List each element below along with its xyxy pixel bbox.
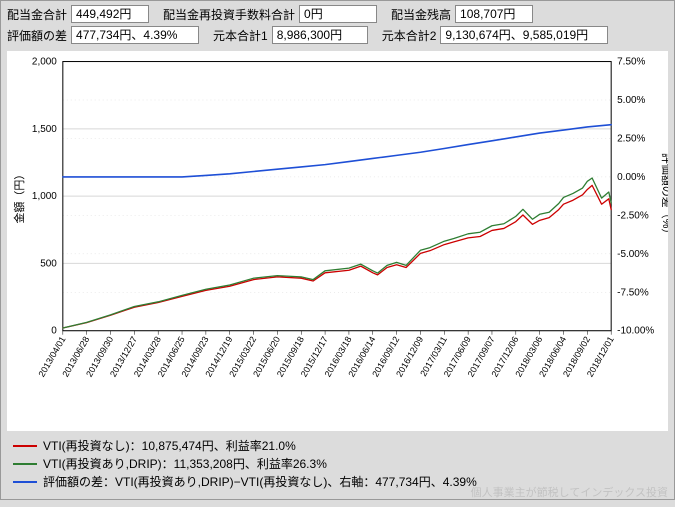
legend-text: VTI(再投資あり,DRIP)：11,353,208円、利益率26.3% — [43, 455, 327, 473]
field-value: 9,130,674円、9,585,019円 — [440, 26, 608, 44]
svg-text:0.00%: 0.00% — [617, 172, 645, 183]
field-value: 0円 — [299, 5, 377, 23]
svg-text:2.50%: 2.50% — [617, 133, 645, 144]
legend: VTI(再投資なし)：10,875,474円、利益率21.0%VTI(再投資あり… — [1, 433, 674, 499]
svg-text:金額（円）: 金額（円） — [12, 169, 26, 224]
svg-text:-5.00%: -5.00% — [617, 249, 649, 260]
svg-text:-7.50%: -7.50% — [617, 287, 649, 298]
svg-text:-10.00%: -10.00% — [617, 326, 654, 337]
legend-swatch — [13, 481, 37, 483]
header-row-2: 評価額の差477,734円、4.39% 元本合計18,986,300円元本合計29… — [7, 26, 668, 44]
svg-text:2,000: 2,000 — [32, 57, 57, 68]
svg-text:0: 0 — [51, 326, 57, 337]
field-value: 108,707円 — [455, 5, 533, 23]
legend-swatch — [13, 445, 37, 447]
svg-text:-2.50%: -2.50% — [617, 210, 649, 221]
field-label: 配当金合計 — [7, 6, 67, 23]
field-value: 449,492円 — [71, 5, 149, 23]
legend-text: VTI(再投資なし)：10,875,474円、利益率21.0% — [43, 437, 296, 455]
legend-text: 評価額の差：VTI(再投資あり,DRIP)−VTI(再投資なし)、右軸：477,… — [43, 473, 477, 491]
svg-text:1,500: 1,500 — [32, 124, 57, 135]
svg-text:500: 500 — [40, 258, 57, 269]
chart-svg: 0 500 1,000 1,500 2,000 -10.00% -7.50% -5.00% -2… — [7, 51, 668, 431]
app-frame: 配当金合計449,492円配当金再投資手数料合計0円配当金残高108,707円 … — [0, 0, 675, 500]
legend-swatch — [13, 463, 37, 465]
svg-text:5.00%: 5.00% — [617, 95, 645, 106]
field-label: 配当金再投資手数料合計 — [163, 6, 295, 23]
field-label: 配当金残高 — [391, 6, 451, 23]
field-label: 元本合計2 — [382, 27, 437, 44]
field-value: 477,734円、4.39% — [71, 26, 199, 44]
field-label: 元本合計1 — [213, 27, 268, 44]
header: 配当金合計449,492円配当金再投資手数料合計0円配当金残高108,707円 … — [1, 1, 674, 51]
chart: 0 500 1,000 1,500 2,000 -10.00% -7.50% -5.00% -2… — [7, 51, 668, 431]
legend-item: VTI(再投資あり,DRIP)：11,353,208円、利益率26.3% — [13, 455, 662, 473]
legend-item: VTI(再投資なし)：10,875,474円、利益率21.0% — [13, 437, 662, 455]
legend-item: 評価額の差：VTI(再投資あり,DRIP)−VTI(再投資なし)、右軸：477,… — [13, 473, 662, 491]
field-label: 評価額の差 — [7, 27, 67, 44]
svg-text:1,000: 1,000 — [32, 191, 57, 202]
header-row-1: 配当金合計449,492円配当金再投資手数料合計0円配当金残高108,707円 — [7, 5, 668, 23]
svg-text:7.50%: 7.50% — [617, 57, 645, 68]
field-value: 8,986,300円 — [272, 26, 368, 44]
svg-text:評価額の差（%）: 評価額の差（%） — [660, 153, 668, 239]
